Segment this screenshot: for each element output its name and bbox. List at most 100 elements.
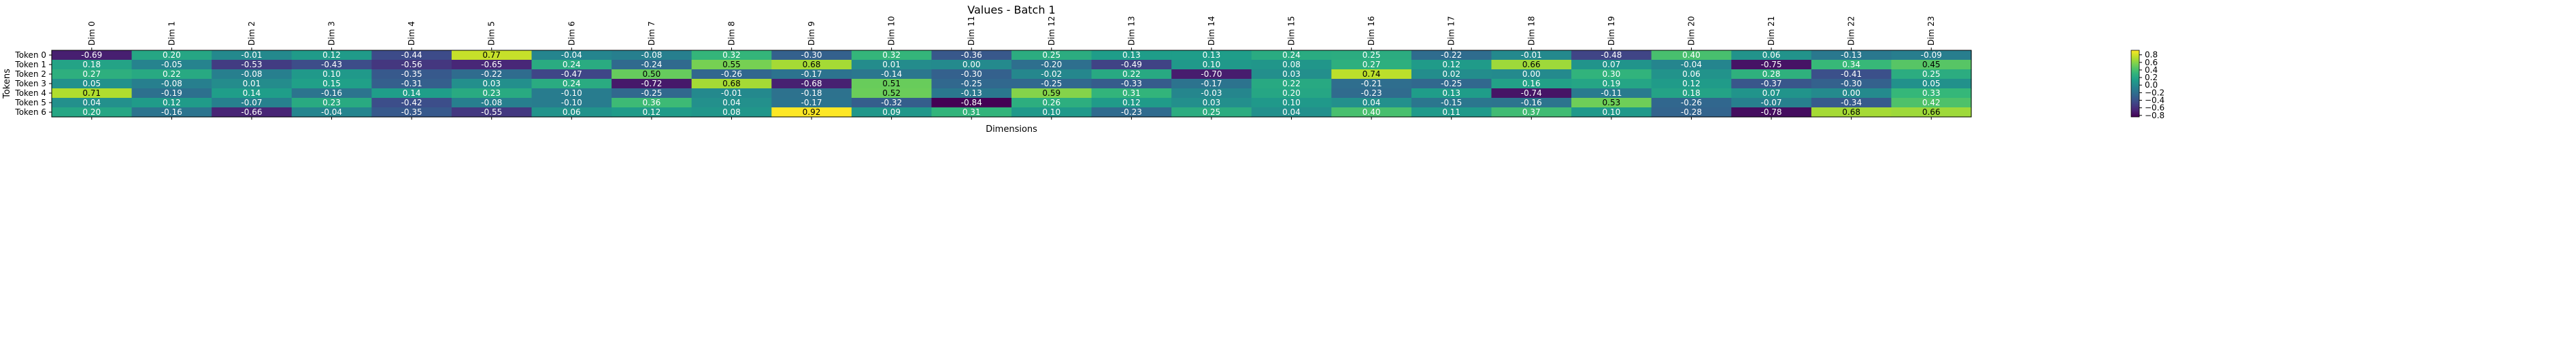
heatmap-cell-label: -0.25: [961, 79, 982, 88]
heatmap-cell-label: -0.37: [1761, 79, 1782, 88]
heatmap-cell: [52, 79, 133, 89]
heatmap-cell-label: -0.36: [961, 50, 982, 60]
heatmap-cell: [691, 79, 772, 89]
heatmap-cell-label: 0.00: [1522, 69, 1541, 79]
colorbar-gradient: [2130, 50, 2140, 118]
heatmap-cell: [531, 88, 612, 99]
heatmap-cell: [851, 50, 933, 60]
heatmap-cell-label: 0.04: [1282, 107, 1301, 117]
heatmap-cell-label: -0.01: [241, 50, 262, 60]
heatmap-cell-label: 0.01: [243, 79, 261, 88]
x-axis-ticks: Dim 0 Dim 1 Dim 2 Dim 3 Dim 4 Dim 5 Dim 6 Dim 7…: [87, 16, 1936, 120]
heatmap-cell: [1411, 50, 1492, 60]
heatmap-cell-label: -0.04: [561, 50, 582, 60]
colorbar-tick-label: 0.6: [2145, 58, 2158, 67]
heatmap-cell: [1651, 88, 1732, 99]
heatmap-cell-label: -0.26: [721, 69, 742, 79]
heatmap-cell: [612, 60, 692, 70]
heatmap-cell: [131, 88, 212, 99]
heatmap-cell: [451, 107, 533, 118]
heatmap-cell-label: 0.68: [803, 60, 821, 69]
x-tick-label: Dim 9: [807, 21, 816, 46]
heatmap-cell: [1811, 50, 1892, 60]
heatmap-cell: [1891, 50, 1972, 60]
heatmap-cell: [131, 69, 212, 80]
heatmap-cell-label: 0.52: [882, 88, 901, 98]
heatmap-cell-label: 0.33: [1922, 88, 1941, 98]
heatmap-cell: [1811, 69, 1892, 80]
heatmap-cell: [1011, 60, 1092, 70]
heatmap-cell-label: -0.13: [1841, 50, 1862, 60]
heatmap-cell-label: 0.31: [1122, 88, 1141, 98]
heatmap-cell-label: 0.02: [1442, 69, 1460, 79]
heatmap-cell: [1891, 98, 1972, 108]
heatmap-cell: [851, 88, 933, 99]
heatmap-cell-label: 0.12: [1122, 98, 1141, 107]
x-tick-label: Dim 20: [1686, 16, 1696, 46]
x-tick-label: Dim 13: [1126, 16, 1136, 46]
heatmap-cell-label: 0.14: [403, 88, 421, 98]
heatmap-cell: [371, 88, 452, 99]
x-tick-label: Dim 22: [1847, 16, 1856, 46]
x-tick-label: Dim 5: [487, 21, 497, 46]
heatmap-cell: [1011, 88, 1092, 99]
heatmap-cell: [451, 98, 533, 108]
heatmap-cell: [291, 50, 372, 60]
x-tick-label: Dim 14: [1207, 16, 1216, 46]
heatmap-cell-label: 0.13: [1122, 50, 1141, 60]
heatmap-cell: [1331, 98, 1412, 108]
heatmap-cell: [1411, 79, 1492, 89]
heatmap-cell: [931, 69, 1012, 80]
heatmap-cell-label: 0.18: [82, 60, 101, 69]
heatmap-cell-label: 0.40: [1362, 107, 1381, 117]
heatmap-cell: [1571, 88, 1652, 99]
heatmap-cell-label: -0.04: [1681, 60, 1702, 69]
heatmap-cell: [931, 88, 1012, 99]
heatmap-cell-label: -0.28: [1681, 107, 1702, 117]
heatmap-cell: [371, 60, 452, 70]
heatmap-cell-label: -0.33: [1121, 79, 1142, 88]
heatmap-cell-label: 0.01: [882, 60, 901, 69]
heatmap-cell-label: -0.07: [241, 98, 262, 107]
heatmap-cell-label: -0.35: [401, 107, 422, 117]
heatmap-cell: [451, 69, 533, 80]
heatmap-cell-label: -0.43: [321, 60, 342, 69]
heatmap-cell: [771, 60, 852, 70]
heatmap-cell-label: 0.25: [1362, 50, 1381, 60]
heatmap-cell-label: 0.31: [963, 107, 981, 117]
heatmap-cell: [1491, 88, 1572, 99]
heatmap-cell: [371, 69, 452, 80]
heatmap-cell-label: -0.13: [961, 88, 982, 98]
heatmap-cell-label: 0.20: [1282, 88, 1301, 98]
heatmap-cell: [212, 88, 292, 99]
heatmap-cell-label: -0.47: [561, 69, 582, 79]
heatmap-cell-label: -0.34: [1841, 98, 1862, 107]
heatmap-cell: [1091, 107, 1172, 118]
heatmap-cell-label: 0.05: [82, 79, 101, 88]
heatmap-cell: [1891, 60, 1972, 70]
x-axis-label: Dimensions: [986, 124, 1037, 135]
heatmap-cell: [1411, 88, 1492, 99]
x-tick-label: Dim 10: [887, 16, 897, 46]
heatmap-cell: [1171, 98, 1252, 108]
heatmap-cell-label: 0.08: [1282, 60, 1301, 69]
heatmap-cell: [1891, 79, 1972, 89]
heatmap-cell-label: 0.68: [722, 79, 741, 88]
heatmap-cell: [851, 69, 933, 80]
heatmap-cell-label: 0.25: [1203, 107, 1221, 117]
heatmap-cell-label: 0.36: [643, 98, 661, 107]
heatmap-cell: [531, 107, 612, 118]
heatmap-cell: [212, 79, 292, 89]
heatmap-cell-label: -0.09: [1921, 50, 1942, 60]
heatmap-cell: [1251, 79, 1332, 89]
heatmap-cell: [1091, 88, 1172, 99]
heatmap-cell: [1411, 107, 1492, 118]
heatmap-cell: [851, 79, 933, 89]
x-tick-label: Dim 11: [967, 16, 976, 46]
heatmap-cell-label: 0.06: [1762, 50, 1781, 60]
plot-frame: [51, 50, 1972, 118]
colorbar-tick-label: −0.4: [2145, 96, 2164, 105]
heatmap-cell-label: 0.30: [1603, 69, 1621, 79]
heatmap-cell-label: 0.18: [1682, 88, 1701, 98]
heatmap-cell: [531, 60, 612, 70]
